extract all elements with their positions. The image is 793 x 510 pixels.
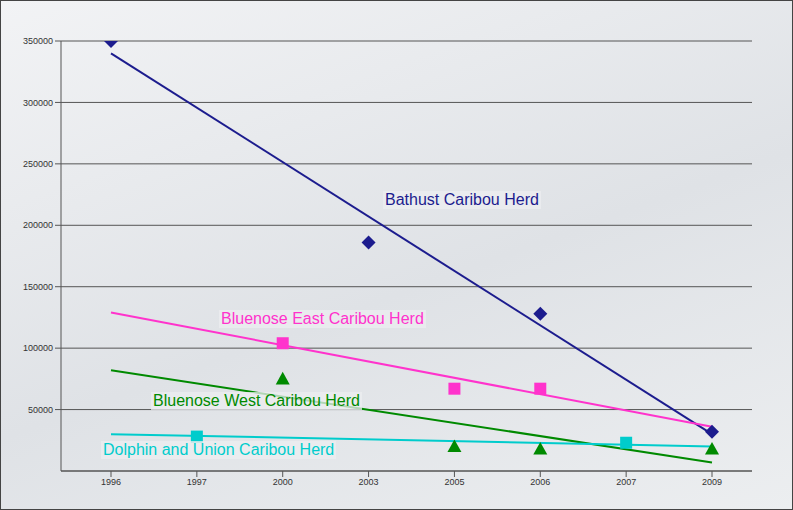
svg-text:150000: 150000 bbox=[23, 282, 53, 292]
svg-text:2000: 2000 bbox=[273, 477, 293, 487]
svg-text:1996: 1996 bbox=[101, 477, 121, 487]
svg-text:350000: 350000 bbox=[23, 36, 53, 46]
svg-text:200000: 200000 bbox=[23, 220, 53, 230]
html-text:Dolphin and Union Caribou Herd: Dolphin and Union Caribou Herd bbox=[103, 441, 335, 458]
html-text:Bluenose East Caribou Herd: Bluenose East Caribou Herd bbox=[221, 310, 424, 327]
svg-text:2006: 2006 bbox=[530, 477, 550, 487]
html-text:Bathust Caribou Herd: Bathust Caribou Herd bbox=[385, 191, 539, 208]
svg-text:250000: 250000 bbox=[23, 159, 53, 169]
svg-text:2009: 2009 bbox=[702, 477, 722, 487]
svg-text:300000: 300000 bbox=[23, 98, 53, 108]
svg-text:2003: 2003 bbox=[359, 477, 379, 487]
svg-text:100000: 100000 bbox=[23, 343, 53, 353]
svg-text:2005: 2005 bbox=[444, 477, 464, 487]
svg-text:50000: 50000 bbox=[28, 405, 53, 415]
svg-text:1997: 1997 bbox=[187, 477, 207, 487]
svg-text:2007: 2007 bbox=[616, 477, 636, 487]
html-text:Bluenose West Caribou Herd: Bluenose West Caribou Herd bbox=[153, 392, 360, 409]
